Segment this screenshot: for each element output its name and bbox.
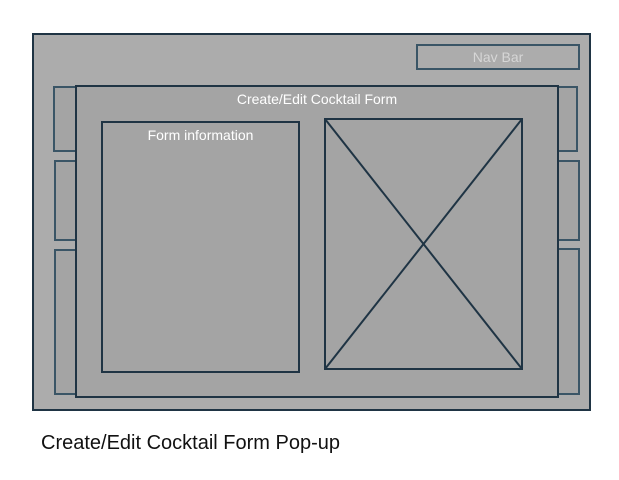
- modal-title: Create/Edit Cocktail Form: [236, 91, 398, 107]
- form-information-panel[interactable]: [101, 121, 300, 373]
- cocktail-form-modal[interactable]: [75, 85, 559, 398]
- diagram-caption: Create/Edit Cocktail Form Pop-up: [41, 432, 341, 454]
- nav-bar[interactable]: Nav Bar: [416, 44, 580, 70]
- image-placeholder[interactable]: [324, 118, 523, 370]
- form-information-label: Form information: [147, 127, 254, 143]
- nav-bar-label: Nav Bar: [472, 49, 524, 65]
- image-placeholder-diagonal-2: [324, 118, 523, 370]
- image-placeholder-border: [324, 118, 523, 370]
